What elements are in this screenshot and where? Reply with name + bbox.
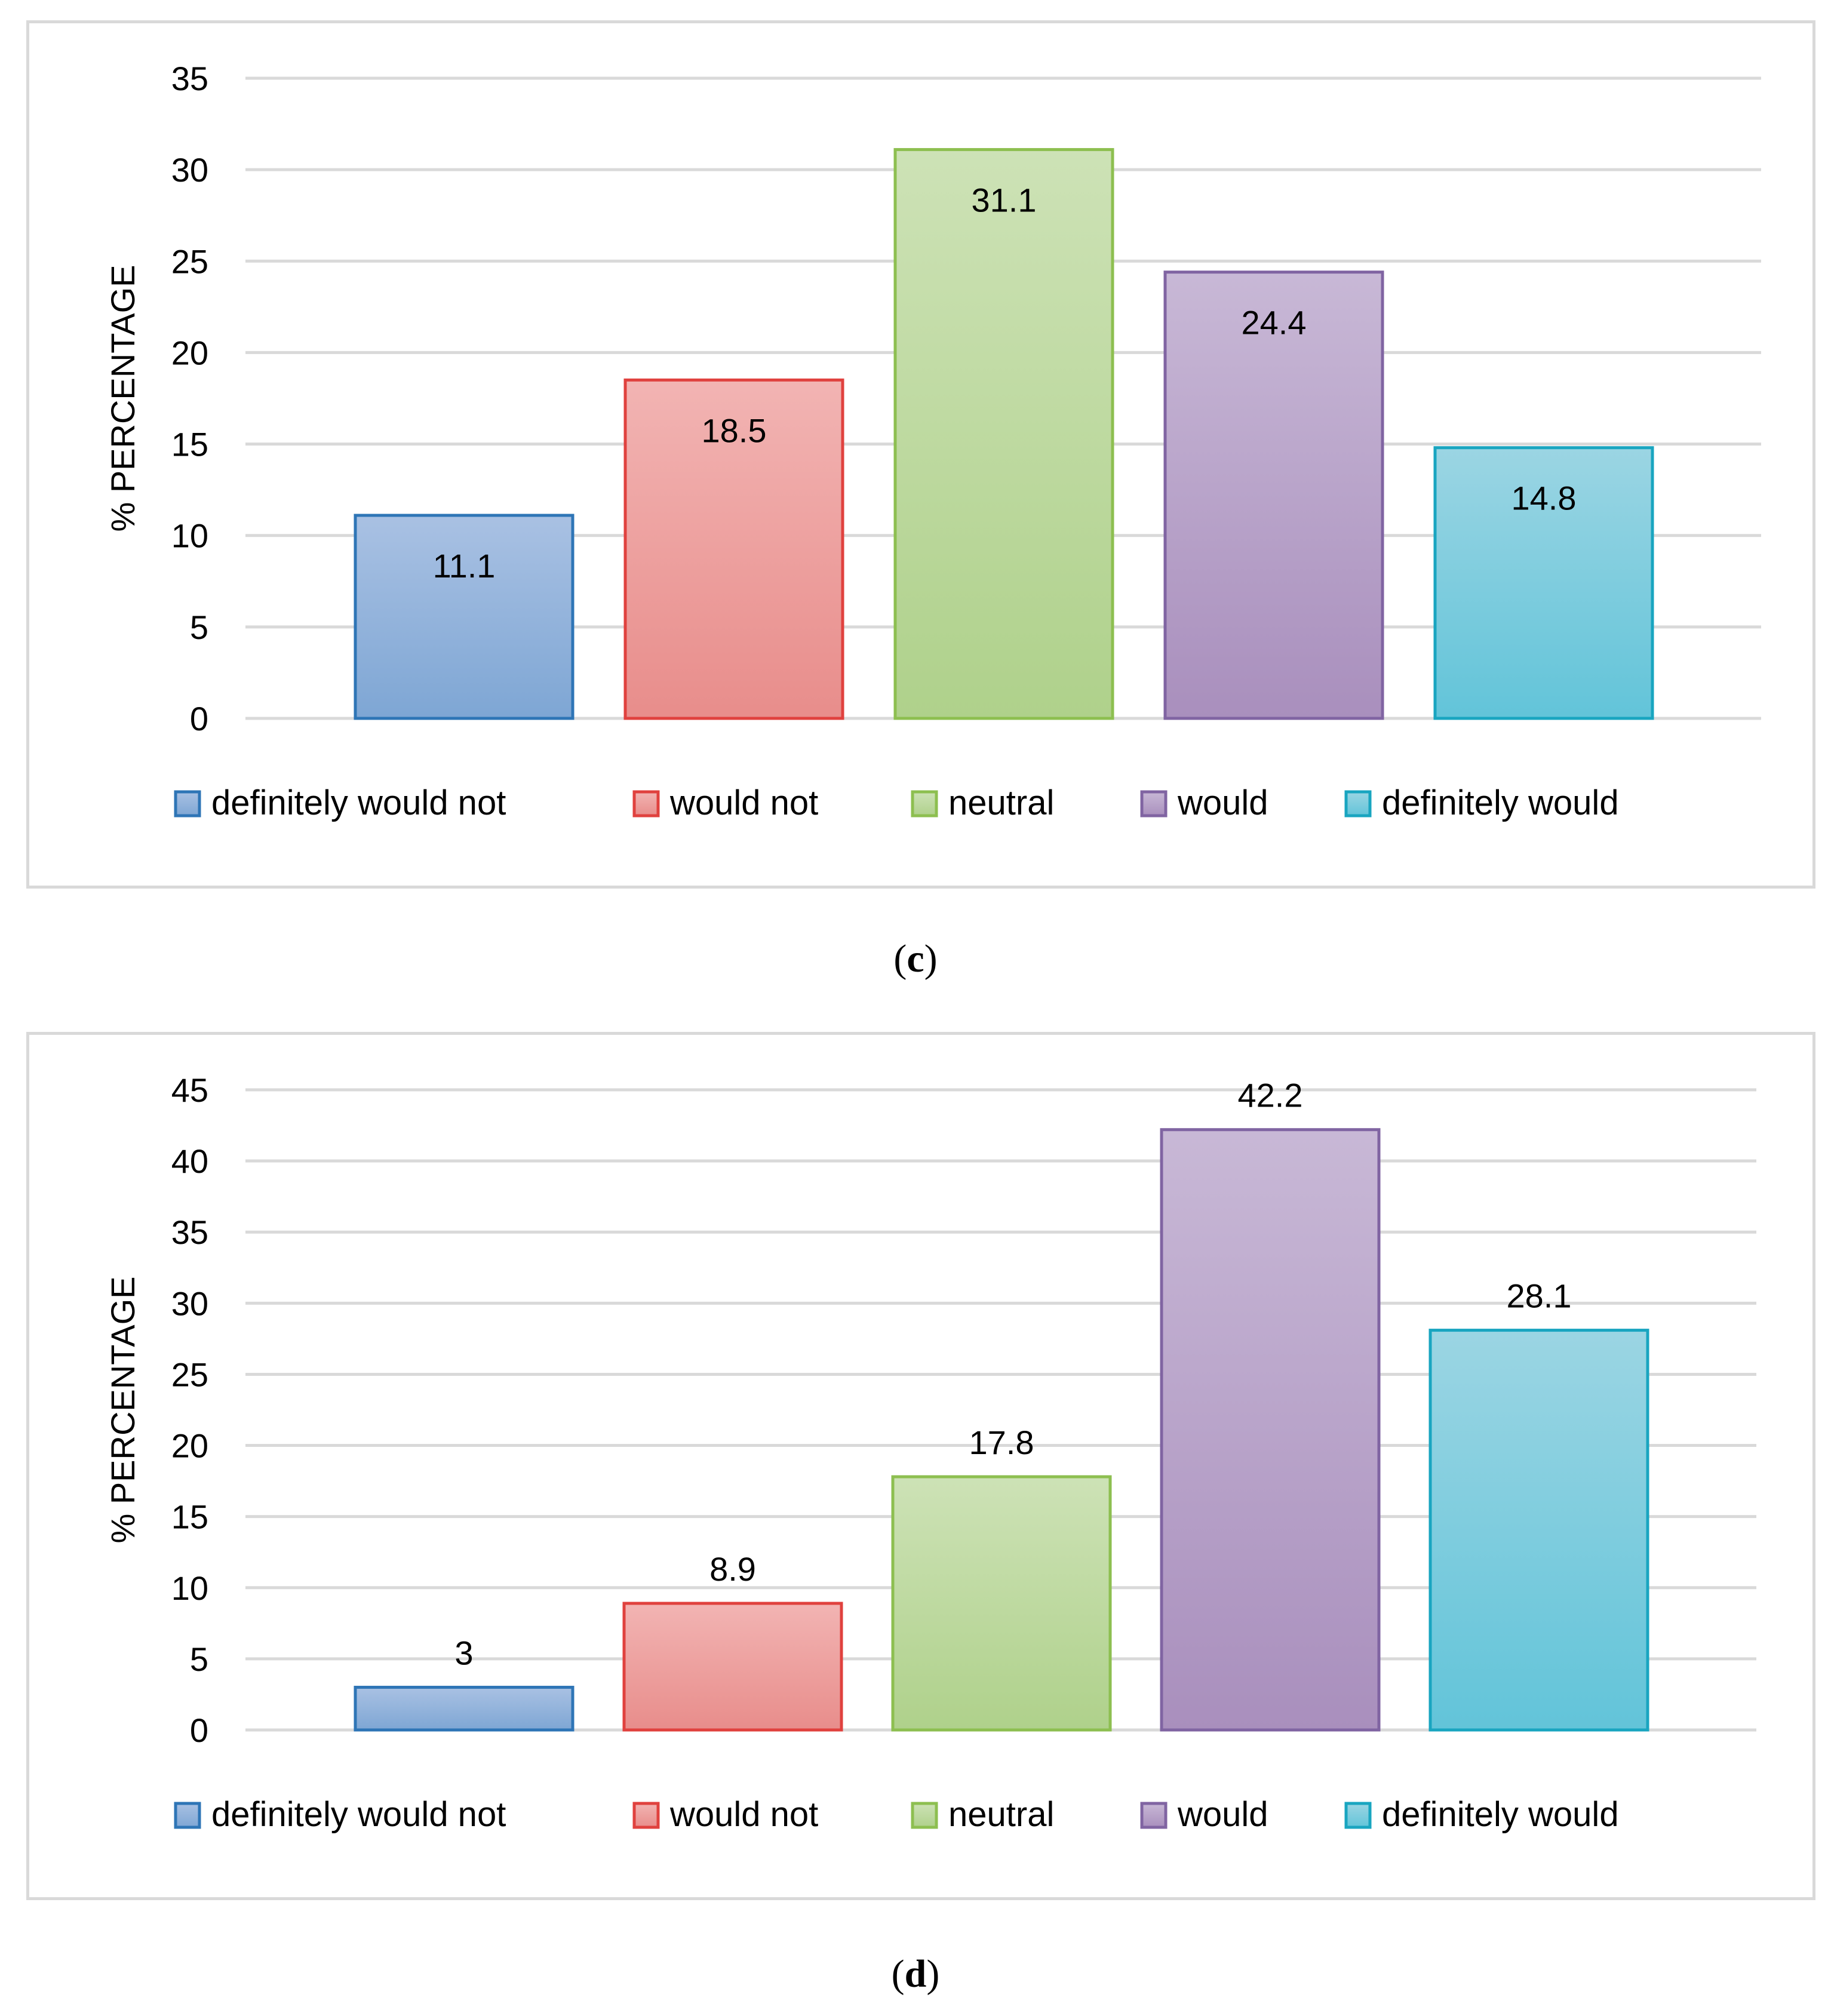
y-axis-label: % PERCENTAGE — [104, 1276, 142, 1543]
bar-definitely-would — [1428, 1329, 1649, 1732]
y-tick-label: 40 — [171, 1142, 208, 1180]
y-tick-label: 35 — [171, 60, 208, 97]
caption-letter: d — [904, 1952, 927, 1996]
y-tick-label: 10 — [171, 517, 208, 555]
y-tick-label: 5 — [190, 1640, 208, 1678]
y-tick-label: 30 — [171, 1284, 208, 1322]
caption-open-paren: ( — [893, 937, 907, 981]
y-tick-label: 5 — [190, 609, 208, 646]
chart-panel-c: 0 5 10 15 20 25 30 35 % PERCENTAGE 11.1 18.5 31.1 24… — [26, 20, 1815, 889]
legend-label: neutral — [948, 1795, 1054, 1834]
y-tick-label: 10 — [171, 1569, 208, 1607]
legend-label: definitely would not — [211, 1795, 506, 1834]
caption-letter: c — [907, 937, 924, 981]
chart-panel-d: 0 5 10 15 20 25 30 35 40 45 % PERCENTAGE 3 8.9 17.8 42… — [26, 1032, 1815, 1900]
data-label: 24.4 — [1242, 304, 1307, 342]
y-tick-label: 25 — [171, 242, 208, 280]
y-tick-label: 15 — [171, 1498, 208, 1536]
y-tick-label: 20 — [171, 334, 208, 371]
legend-label: would not — [669, 783, 818, 822]
legend-label: would — [1177, 1795, 1268, 1834]
caption-close-paren: ) — [926, 1952, 940, 1996]
bar-chart-c: 0 5 10 15 20 25 30 35 % PERCENTAGE 11.1 18.5 31.1 24… — [104, 60, 1761, 822]
y-tick-label: 25 — [171, 1356, 208, 1393]
legend-swatch — [174, 1802, 201, 1829]
legend-label: neutral — [948, 783, 1054, 822]
data-label: 31.1 — [972, 181, 1037, 219]
bar-definitely-would — [1433, 446, 1654, 720]
bar-definitely-would-not — [354, 1686, 575, 1732]
y-tick-label: 30 — [171, 151, 208, 189]
y-tick-label: 0 — [190, 1711, 208, 1749]
bar-would — [1163, 271, 1384, 720]
bar-would-not — [622, 1602, 843, 1732]
legend-swatch — [632, 1802, 660, 1829]
legend-swatch — [911, 790, 938, 818]
data-label: 42.2 — [1238, 1077, 1303, 1114]
legend-label: definitely would — [1382, 1795, 1619, 1834]
y-tick-label: 0 — [190, 700, 208, 737]
legend-label: definitely would not — [211, 783, 506, 822]
panel-caption-d: (d) — [0, 1952, 1831, 1997]
legend-label: would not — [669, 1795, 818, 1834]
y-tick-label: 20 — [171, 1427, 208, 1465]
y-tick-label: 45 — [171, 1071, 208, 1109]
legend-label: definitely would — [1382, 783, 1619, 822]
legend-label: would — [1177, 783, 1268, 822]
y-axis-label: % PERCENTAGE — [104, 265, 142, 531]
data-label: 14.8 — [1512, 480, 1577, 517]
y-tick-label: 15 — [171, 426, 208, 463]
caption-close-paren: ) — [924, 937, 938, 981]
bar-would-not — [623, 378, 844, 720]
legend-swatch — [174, 790, 201, 818]
data-label: 18.5 — [702, 411, 767, 449]
bar-definitely-would-not — [354, 514, 575, 720]
data-label: 28.1 — [1507, 1277, 1572, 1315]
legend-swatch — [1140, 790, 1168, 818]
data-label: 8.9 — [709, 1550, 756, 1588]
data-label: 17.8 — [969, 1424, 1034, 1461]
legend-swatch — [1140, 1802, 1168, 1829]
legend-swatch — [1344, 790, 1372, 818]
data-label: 11.1 — [433, 547, 496, 585]
bar-neutral — [893, 147, 1114, 720]
y-tick-label: 35 — [171, 1213, 208, 1251]
legend-swatch — [1344, 1802, 1372, 1829]
caption-open-paren: ( — [891, 1952, 905, 1996]
legend-swatch — [632, 790, 660, 818]
bar-would — [1160, 1128, 1381, 1732]
bar-chart-d: 0 5 10 15 20 25 30 35 40 45 % PERCENTAGE 3 8.9 17.8 42… — [104, 1071, 1756, 1834]
bar-neutral — [891, 1475, 1112, 1732]
legend-swatch — [911, 1802, 938, 1829]
panel-caption-c: (c) — [0, 936, 1831, 982]
data-label: 3 — [454, 1634, 473, 1672]
